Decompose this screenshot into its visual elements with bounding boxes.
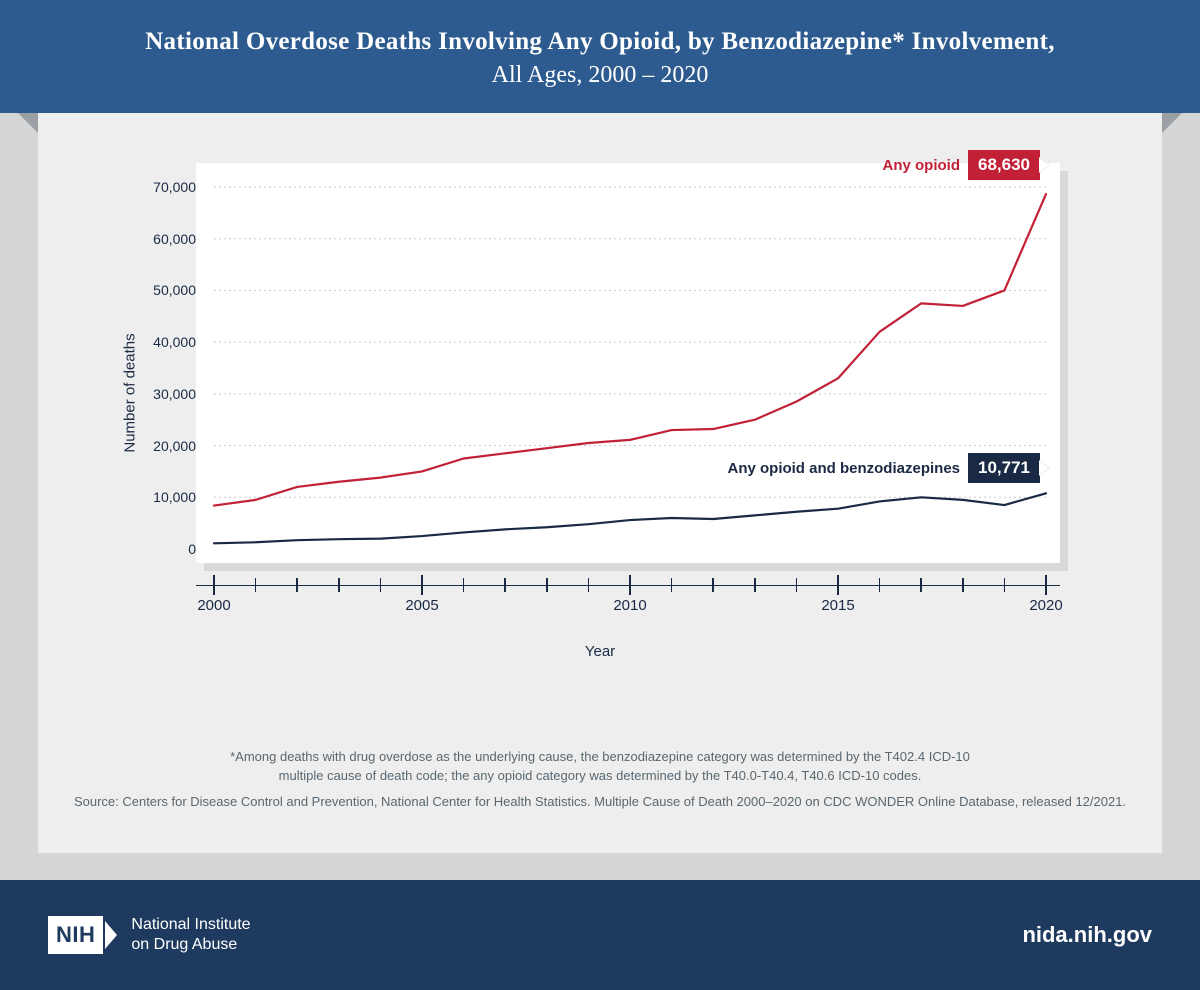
x-tick xyxy=(255,578,257,592)
x-axis-label: Year xyxy=(585,643,615,660)
y-tick: 50,000 xyxy=(153,282,196,298)
x-tick xyxy=(837,575,839,595)
x-tick xyxy=(671,578,673,592)
title-line-2: All Ages, 2000 – 2020 xyxy=(20,62,1180,89)
footnotes: *Among deaths with drug overdose as the … xyxy=(38,747,1162,818)
y-tick: 70,000 xyxy=(153,179,196,195)
x-tick xyxy=(1004,578,1006,592)
series-callout-any_opioid: Any opioid 68,630 xyxy=(883,150,1041,180)
nih-logo-text: NIH xyxy=(48,916,103,954)
footnote-line-2: multiple cause of death code; the any op… xyxy=(279,768,922,783)
x-tick xyxy=(879,578,881,592)
x-tick xyxy=(546,578,548,592)
x-tick-label: 2005 xyxy=(405,597,438,614)
footer-bar: NIH National Institute on Drug Abuse nid… xyxy=(0,880,1200,990)
chart-container: Number of deaths 20002005201020152020 01… xyxy=(140,163,1060,623)
x-tick xyxy=(962,578,964,592)
x-tick xyxy=(1045,575,1047,595)
x-tick xyxy=(463,578,465,592)
y-tick: 30,000 xyxy=(153,386,196,402)
x-axis-area: 2000 2005 2010 2015 2020 xyxy=(196,563,1060,623)
y-tick: 10,000 xyxy=(153,489,196,505)
header-banner: National Overdose Deaths Involving Any O… xyxy=(0,0,1200,113)
x-tick xyxy=(504,578,506,592)
source-citation: Source: Centers for Disease Control and … xyxy=(38,792,1162,812)
x-tick xyxy=(796,578,798,592)
x-tick xyxy=(213,575,215,595)
x-tick-label: 2015 xyxy=(821,597,854,614)
nih-logo-chevron-icon xyxy=(105,921,117,949)
x-axis-line xyxy=(196,585,1060,586)
series-label: Any opioid and benzodiazepines xyxy=(727,460,960,477)
footer-org-name: National Institute on Drug Abuse xyxy=(131,915,250,955)
chart-plot-area xyxy=(196,163,1060,563)
nih-logo: NIH xyxy=(48,916,117,954)
series-label: Any opioid xyxy=(883,157,961,174)
y-axis-label: Number of deaths xyxy=(122,333,139,452)
x-tick xyxy=(920,578,922,592)
x-tick xyxy=(296,578,298,592)
series-value-badge: 68,630 xyxy=(968,150,1040,180)
chart-panel: Number of deaths 2000 2005 2010 2015 2020 0 1… xyxy=(38,113,1162,853)
x-tick xyxy=(380,578,382,592)
footnote-line-1: *Among deaths with drug overdose as the … xyxy=(230,749,970,764)
x-tick xyxy=(754,578,756,592)
x-tick-label: 2010 xyxy=(613,597,646,614)
y-tick: 40,000 xyxy=(153,334,196,350)
y-tick: 0 xyxy=(188,541,196,557)
y-tick: 60,000 xyxy=(153,231,196,247)
footer-org-block: NIH National Institute on Drug Abuse xyxy=(48,915,251,955)
series-value-badge: 10,771 xyxy=(968,453,1040,483)
x-tick xyxy=(421,575,423,595)
x-tick-label: 2020 xyxy=(1029,597,1062,614)
series-callout-opioid_benzo: Any opioid and benzodiazepines 10,771 xyxy=(727,453,1040,483)
chart-svg xyxy=(196,163,1060,563)
x-tick xyxy=(712,578,714,592)
y-tick: 20,000 xyxy=(153,438,196,454)
x-tick xyxy=(588,578,590,592)
x-tick xyxy=(629,575,631,595)
x-tick xyxy=(338,578,340,592)
x-tick-label: 2000 xyxy=(197,597,230,614)
footer-url: nida.nih.gov xyxy=(1022,922,1152,948)
title-line-1: National Overdose Deaths Involving Any O… xyxy=(20,28,1180,56)
